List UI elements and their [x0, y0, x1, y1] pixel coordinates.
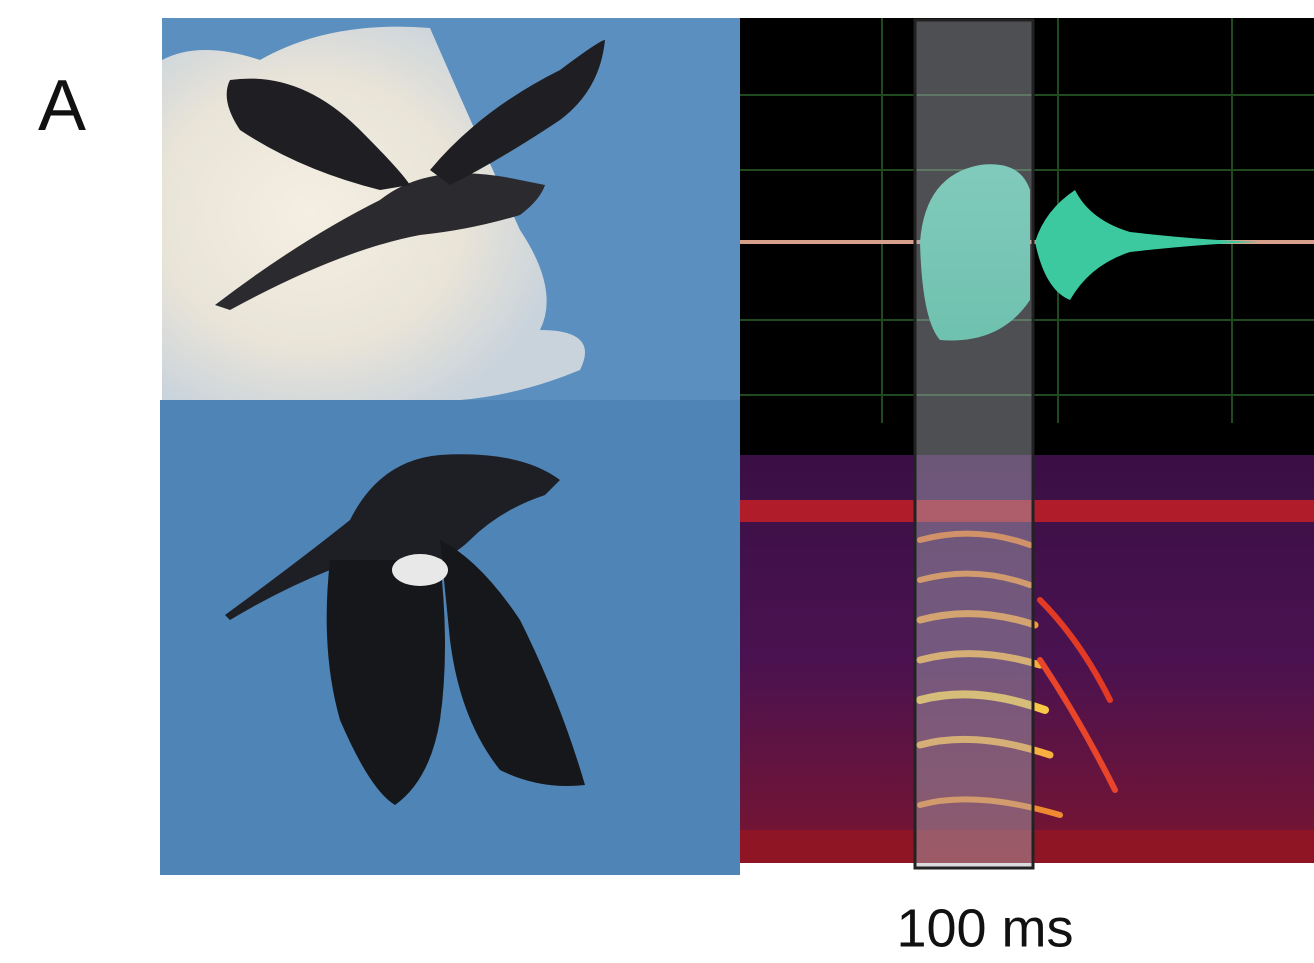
page: A	[0, 0, 1314, 963]
highlight-window	[915, 20, 1033, 868]
scale-label: 100 ms	[896, 898, 1073, 958]
figure: A	[0, 0, 1314, 963]
photo-top	[162, 18, 740, 400]
panel-label: A	[38, 66, 86, 146]
photo-bottom	[160, 400, 740, 875]
